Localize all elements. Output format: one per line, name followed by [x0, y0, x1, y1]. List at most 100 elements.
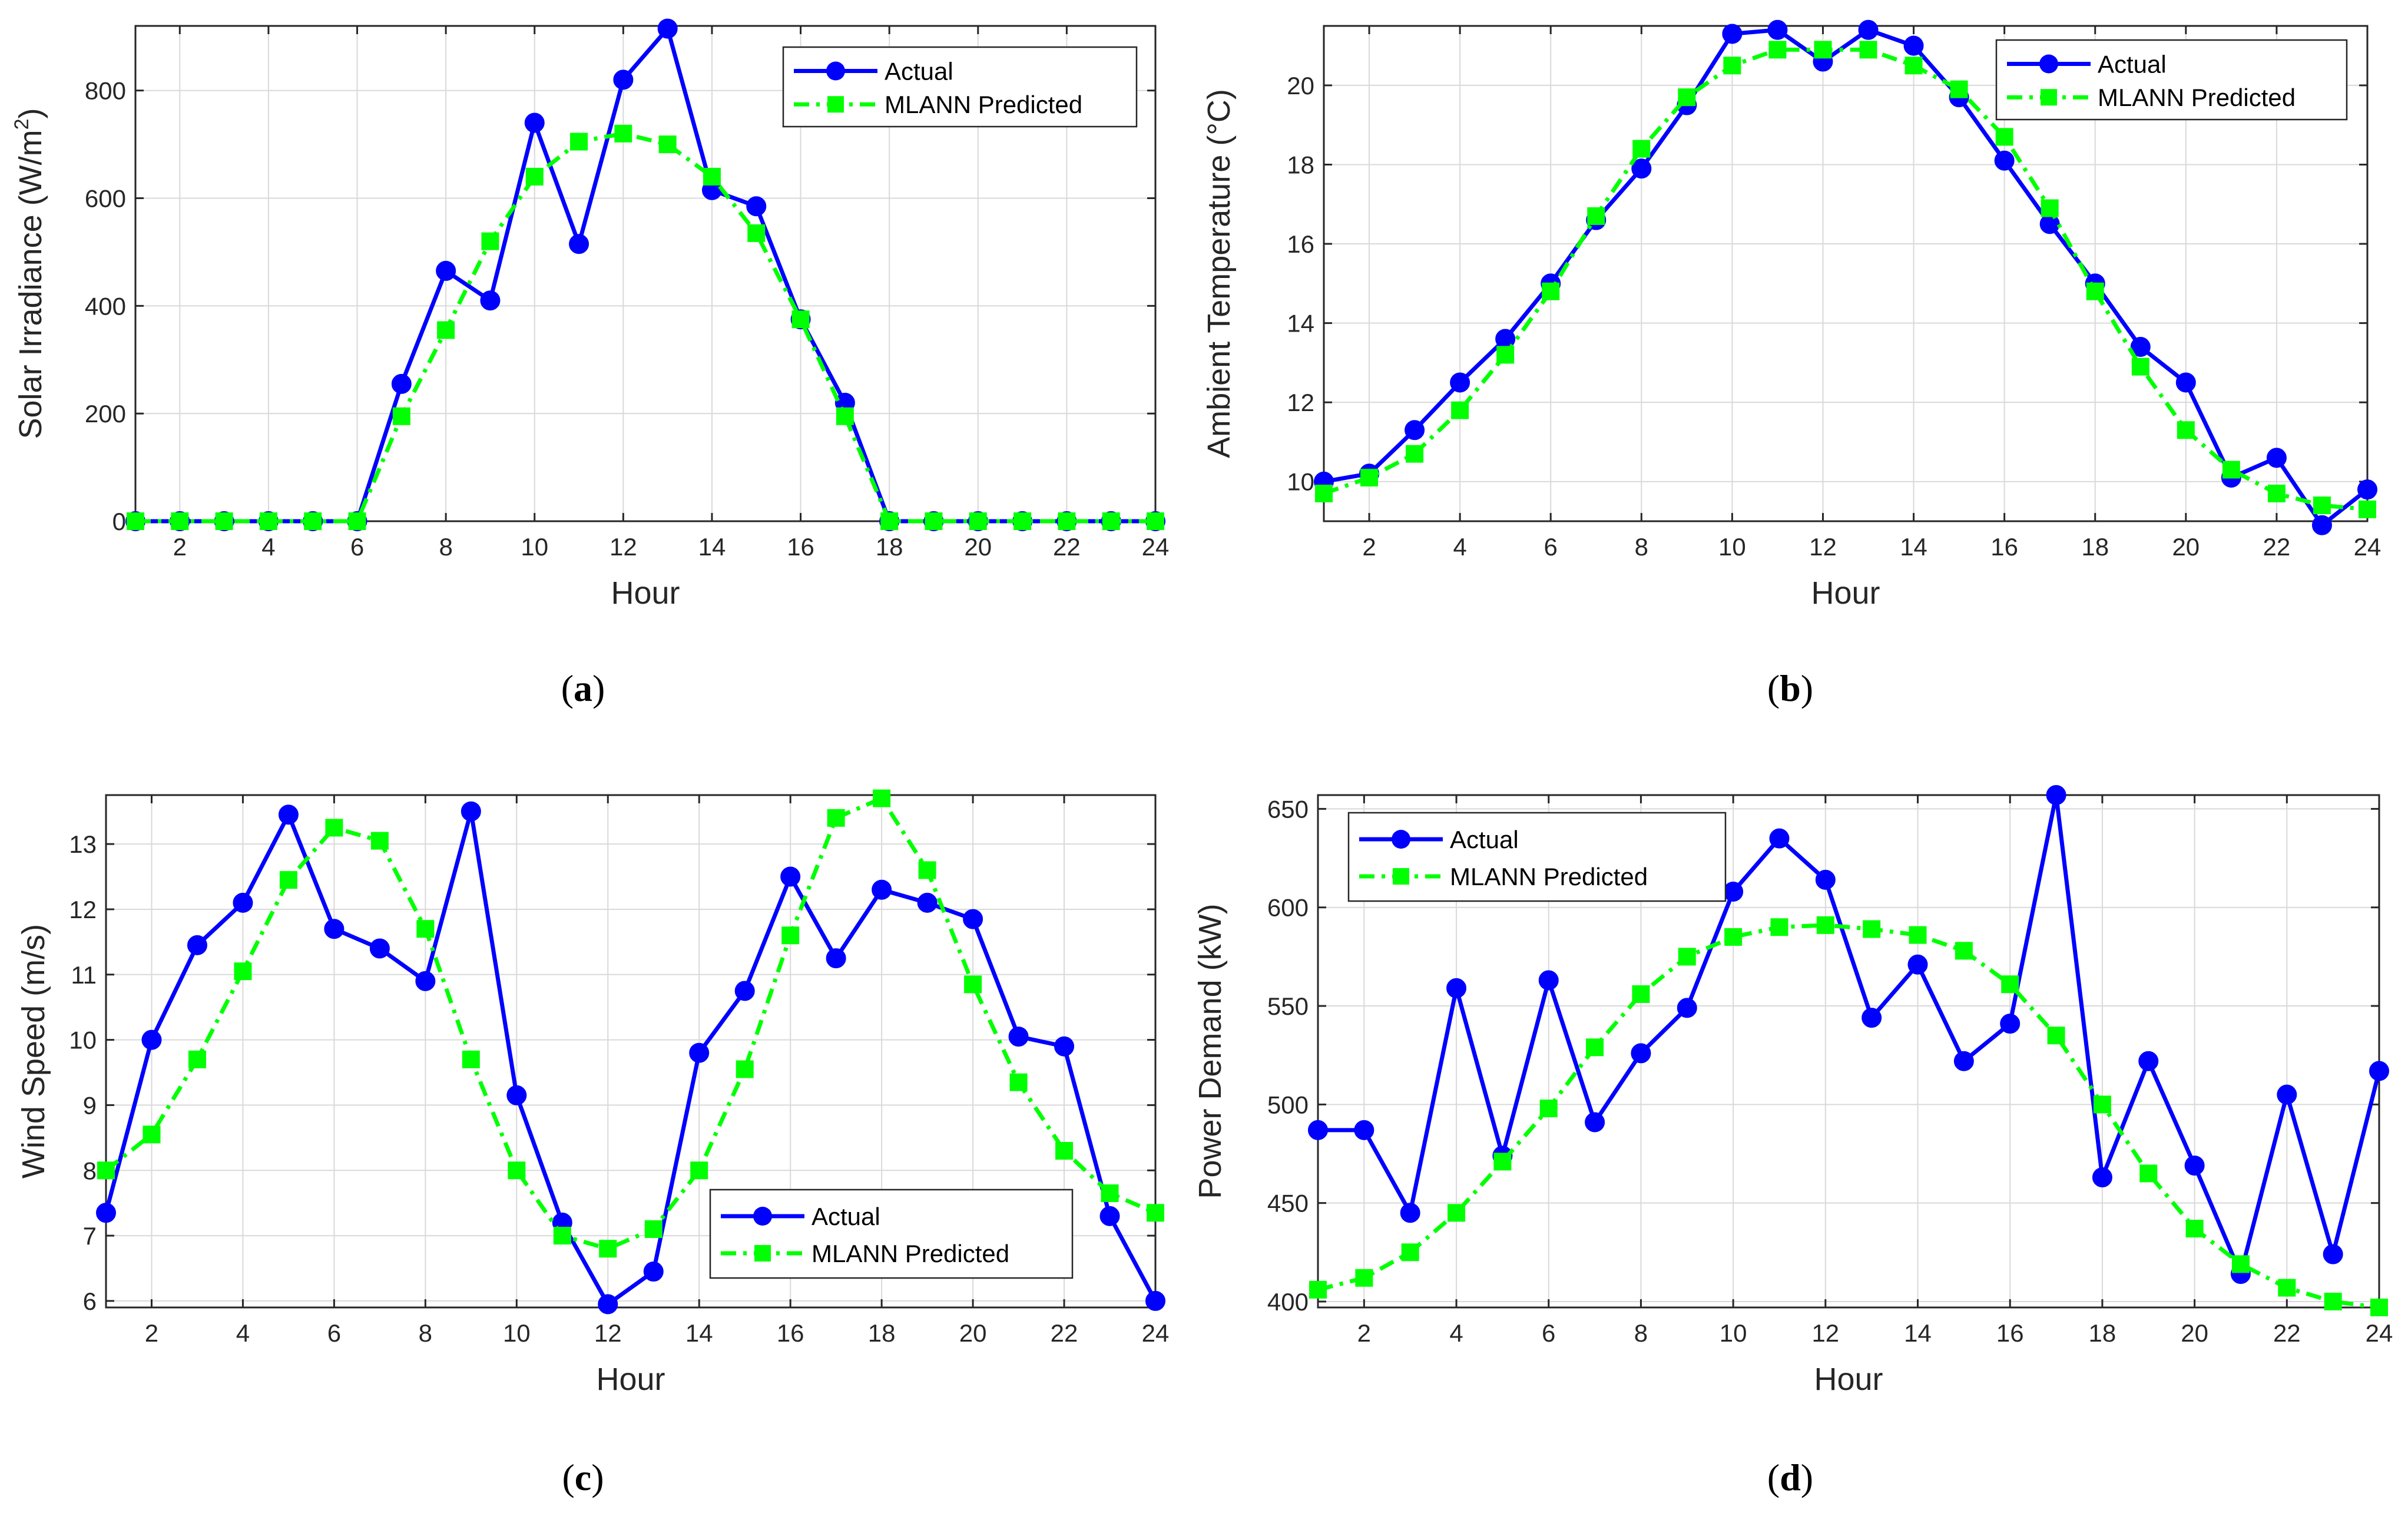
- x-tick-label: 12: [1809, 533, 1837, 561]
- data-point-predicted: [1315, 484, 1333, 502]
- y-tick-label: 10: [69, 1027, 97, 1054]
- legend-label: Actual: [1450, 826, 1519, 853]
- x-tick-label: 24: [2354, 533, 2381, 561]
- y-tick-label: 600: [85, 185, 126, 213]
- data-point-actual: [1099, 1206, 1120, 1226]
- data-point-predicted: [918, 861, 936, 879]
- x-tick-label: 18: [868, 1319, 896, 1347]
- data-point-actual: [233, 892, 253, 913]
- panel-caption: (a): [561, 667, 605, 709]
- data-point-predicted: [525, 167, 544, 186]
- data-point-actual: [1767, 19, 1788, 40]
- y-tick-label: 600: [1267, 894, 1309, 922]
- data-point-actual: [1585, 1112, 1605, 1133]
- y-tick-label: 400: [85, 292, 126, 320]
- legend-label: Actual: [885, 58, 953, 85]
- data-point-actual: [2357, 479, 2377, 500]
- y-axis-label: Ambient Temperature (°C): [1201, 89, 1237, 458]
- data-point-actual: [1769, 828, 1790, 849]
- x-tick-label: 6: [1544, 533, 1558, 561]
- data-point-predicted: [644, 1220, 663, 1239]
- data-point-predicted: [658, 135, 677, 154]
- data-point-predicted: [188, 1050, 206, 1068]
- x-tick-label: 20: [2181, 1319, 2208, 1347]
- data-point-actual: [187, 935, 207, 955]
- data-point-predicted: [1101, 1184, 1119, 1203]
- data-point-predicted: [259, 512, 277, 530]
- data-point-actual: [2092, 1167, 2112, 1188]
- y-tick-label: 650: [1267, 795, 1309, 823]
- data-point-actual: [1903, 35, 1924, 56]
- y-axis-label-superscript: 2: [11, 118, 33, 130]
- legend-box: [1347, 812, 1727, 902]
- x-tick-label: 8: [439, 533, 452, 561]
- data-point-predicted: [171, 512, 189, 530]
- data-point-predicted: [508, 1161, 526, 1180]
- x-tick-label: 16: [787, 533, 814, 561]
- legend-label: MLANN Predicted: [1450, 863, 1648, 890]
- data-point-actual: [1008, 1027, 1029, 1047]
- legend-marker-predicted: [1393, 868, 1409, 885]
- x-tick-label: 4: [1449, 1319, 1463, 1347]
- legend-marker-actual: [826, 61, 845, 81]
- panel-caption: (d): [1767, 1456, 1813, 1498]
- data-point-predicted: [925, 512, 943, 530]
- y-tick-label: 450: [1267, 1190, 1309, 1217]
- caption-open-paren: (: [562, 1456, 574, 1498]
- legend-marker-actual: [1392, 830, 1410, 849]
- caption-letter: b: [1780, 667, 1801, 709]
- data-point-actual: [369, 938, 390, 959]
- data-point-actual: [1538, 970, 1559, 991]
- y-tick-label: 11: [71, 961, 97, 989]
- data-point-predicted: [964, 975, 982, 994]
- y-tick-label: 200: [85, 400, 126, 428]
- data-point-predicted: [234, 962, 252, 981]
- series-line-actual: [104, 809, 1158, 1306]
- y-tick-label: 20: [1287, 72, 1314, 100]
- data-point-predicted: [2093, 1095, 2111, 1114]
- data-point-predicted: [1058, 512, 1076, 530]
- data-point-actual: [1723, 881, 1744, 902]
- y-tick-label: 9: [83, 1091, 97, 1119]
- axes-box: [1317, 794, 2380, 1309]
- data-point-actual: [415, 971, 436, 991]
- y-tick-label: 14: [1287, 310, 1314, 337]
- x-tick-label: 2: [173, 533, 187, 561]
- data-point-predicted: [416, 920, 435, 938]
- data-point-actual: [436, 260, 456, 281]
- data-point-actual: [1446, 978, 1467, 998]
- chart-panel-b: 2 4 6 8 10 12 14 16 18 20 22 24101214161820HourAmbi…: [1201, 19, 2381, 709]
- data-point-actual: [2138, 1051, 2159, 1071]
- caption-close-paren: ): [591, 1456, 604, 1498]
- data-point-predicted: [1009, 1073, 1028, 1091]
- data-point-predicted: [2359, 500, 2376, 518]
- x-tick-label: 22: [1053, 533, 1081, 561]
- x-tick-label: 10: [503, 1319, 531, 1347]
- data-point-actual: [480, 290, 501, 311]
- data-point-actual: [1722, 24, 1743, 44]
- legend: Actual MLANN Predicted: [1347, 812, 1727, 902]
- data-point-actual: [1858, 19, 1879, 40]
- x-tick-label: 14: [685, 1319, 713, 1347]
- data-point-actual: [461, 801, 481, 822]
- data-point-predicted: [143, 1125, 161, 1144]
- x-tick-label: 22: [1051, 1319, 1078, 1347]
- data-point-actual: [2369, 1061, 2389, 1081]
- x-tick-label: 4: [261, 533, 275, 561]
- caption-close-paren: ): [592, 667, 605, 709]
- data-point-actual: [141, 1029, 162, 1050]
- data-point-predicted: [1013, 512, 1032, 530]
- data-point-predicted: [1055, 1142, 1074, 1160]
- data-point-predicted: [1904, 57, 1923, 75]
- data-point-predicted: [1102, 512, 1120, 530]
- data-point-predicted: [2041, 199, 2059, 217]
- legend-marker-actual: [753, 1207, 772, 1226]
- x-axis-label: Hour: [611, 575, 680, 611]
- legend-label: Actual: [812, 1203, 880, 1230]
- caption-open-paren: (: [1767, 667, 1780, 709]
- x-tick-label: 2: [1357, 1319, 1371, 1347]
- x-tick-label: 6: [350, 533, 364, 561]
- data-point-predicted: [2185, 1220, 2204, 1238]
- x-axis-label: Hour: [1814, 1362, 1883, 1397]
- data-point-predicted: [1814, 41, 1832, 59]
